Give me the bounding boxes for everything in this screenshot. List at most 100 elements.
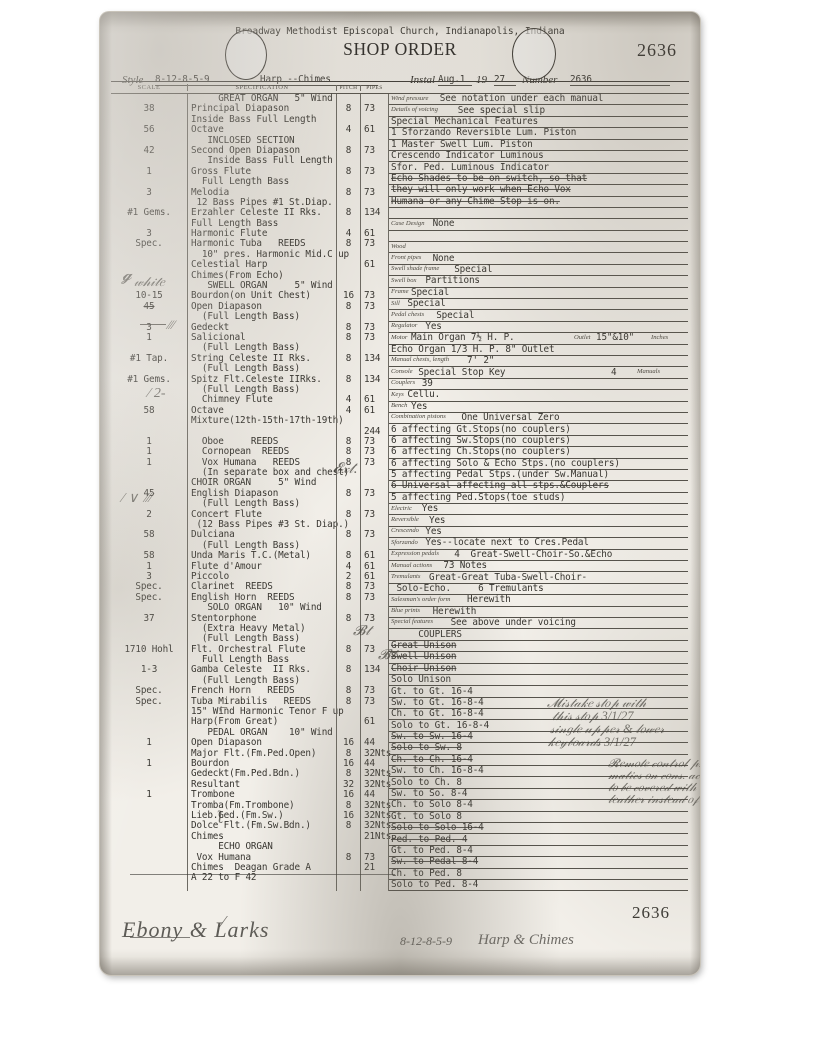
detail-value[interactable]: 6 Universal affecting all stps.&Couplers: [391, 480, 609, 492]
table-row: 73: [361, 291, 388, 302]
detail-value[interactable]: 39: [421, 377, 433, 389]
detail-value[interactable]: Great Unison: [391, 639, 457, 651]
detail-row: Echo Shades to be on switch, so that: [389, 172, 688, 186]
detail-value[interactable]: Sfor. Ped. Luminous Indicator: [391, 161, 549, 173]
detail-label: Expression pedals: [391, 550, 439, 558]
detail-value[interactable]: Special: [407, 298, 446, 310]
stop-row-pitch: 2: [345, 570, 352, 582]
detail-value[interactable]: Special: [454, 264, 493, 276]
console-manual-count[interactable]: 4: [611, 366, 617, 378]
detail-value[interactable]: 73 Notes: [443, 560, 487, 572]
detail-value[interactable]: Choir Unison: [391, 662, 457, 674]
detail-value[interactable]: Solo Unison: [391, 674, 451, 686]
detail-value[interactable]: Ch. to Ped. 8: [391, 867, 462, 879]
detail-value[interactable]: Solo to Ped. 8-4: [391, 879, 479, 891]
detail-value[interactable]: 5 affecting Ped.Stops(toe studs): [391, 491, 566, 503]
detail-value[interactable]: Solo-Echo. 6 Tremulants: [391, 582, 544, 594]
detail-value[interactable]: Gt. to Gt. 16-4: [391, 685, 473, 697]
detail-value[interactable]: COUPLERS: [391, 628, 462, 640]
detail-value[interactable]: 6 affecting Sw.Stops(no couplers): [391, 434, 571, 446]
detail-row: Console Special Stop Key 4 Manuals: [389, 366, 688, 379]
detail-value[interactable]: Sw. to Sw. 16-4: [391, 731, 473, 743]
detail-value[interactable]: Special Stop Key: [418, 366, 506, 378]
table-row: [111, 717, 187, 727]
detail-value[interactable]: Solo to Solo 16-4: [391, 822, 484, 834]
number-value[interactable]: 2636: [570, 74, 670, 86]
detail-value[interactable]: Ch. to Ch. 16-4: [391, 753, 473, 765]
detail-value[interactable]: Humana or any Chime Stop is on.: [391, 195, 560, 207]
detail-value[interactable]: Swell Unison: [391, 651, 457, 663]
table-row: 32Nts: [361, 768, 391, 779]
detail-value[interactable]: Partitions: [425, 275, 480, 287]
detail-value[interactable]: 6 affecting Gt.Stops(no couplers): [391, 423, 571, 435]
detail-value[interactable]: Yes: [421, 503, 439, 515]
stop-row-spec: Unda Maris T.C.(Metal): [191, 550, 311, 562]
stop-row-spec: Octave: [191, 404, 224, 416]
table-row: 8: [337, 166, 360, 177]
detail-value[interactable]: Echo Shades to be on switch, so that: [391, 172, 588, 184]
detail-row: Solo Unison: [389, 674, 688, 687]
detail-row: 5 affecting Pedal Stps.(under Sw.Manual): [389, 469, 688, 482]
detail-value[interactable]: Yes: [411, 400, 428, 412]
detail-label: Front pipes: [391, 253, 422, 261]
detail-value[interactable]: 6 affecting Ch.Stops(no couplers): [391, 446, 571, 458]
detail-value[interactable]: Yes--locate next to Cres.Pedal: [425, 537, 589, 549]
detail-value[interactable]: Herewith: [467, 594, 511, 606]
style-value[interactable]: 8-12-8-5-9: [155, 74, 295, 86]
detail-value[interactable]: Sw. to So. 8-4: [391, 788, 468, 800]
detail-row: Regulator Yes: [389, 321, 688, 334]
detail-value[interactable]: Great-Great Tuba-Swell-Choir-: [429, 571, 587, 583]
detail-row: Manual chests, length 7' 2": [389, 355, 688, 368]
style-extra[interactable]: Harp --Chimes: [260, 74, 378, 86]
detail-value[interactable]: Ch. to Gt. 16-8-4: [391, 708, 484, 720]
table-row: [361, 177, 388, 187]
detail-value[interactable]: Solo to Sw. 8: [391, 742, 462, 754]
detail-value[interactable]: Crescendo Indicator Luminous: [391, 150, 544, 162]
detail-value[interactable]: Solo to Gt. 16-8-4: [391, 719, 490, 731]
detail-row: COUPLERS: [389, 628, 688, 641]
detail-value[interactable]: Yes: [429, 514, 446, 526]
detail-value[interactable]: Cellu.: [407, 389, 441, 401]
detail-value[interactable]: Sw. to Gt. 16-8-4: [391, 696, 484, 708]
detail-row: Expression pedals 4 Great-Swell-Choir-So.…: [389, 548, 688, 562]
table-row: Spec.: [111, 685, 187, 696]
pipes-column: 73 61 73 73 73 134 61 73 61 73 73 73 73 134 134 61 61 244…: [360, 94, 397, 892]
detail-value[interactable]: 1 Sforzando Reversible Lum. Piston: [391, 127, 577, 139]
detail-value[interactable]: Main Organ 7½ H. P.: [411, 332, 515, 344]
detail-value[interactable]: Special: [411, 286, 450, 298]
detail-value[interactable]: Special: [436, 309, 475, 321]
detail-value[interactable]: See notation under each manual: [439, 93, 604, 105]
detail-value[interactable]: See above under voicing: [450, 617, 576, 629]
detail-value[interactable]: Herewith: [432, 605, 477, 617]
detail-value[interactable]: Solo to Ch. 8: [391, 776, 462, 788]
table-row: 73: [361, 332, 388, 343]
detail-value[interactable]: Yes: [425, 321, 442, 332]
detail-value[interactable]: 7' 2": [467, 355, 495, 367]
table-row: Harmonic Flute: [188, 228, 336, 239]
stop-row-spec: Gamba Celeste II Rks.: [191, 664, 311, 676]
detail-value[interactable]: they will only work when Echo Vox: [391, 184, 571, 196]
detail-value[interactable]: Yes: [425, 526, 442, 538]
detail-value[interactable]: Sw. to Ch. 16-8-4: [391, 765, 484, 777]
detail-value[interactable]: Ch. to Solo 8-4: [391, 799, 473, 811]
detail-value[interactable]: 6 affecting Solo & Echo Stps.(no coupler…: [391, 457, 620, 469]
detail-value[interactable]: 5 affecting Pedal Stps.(under Sw.Manual): [391, 469, 609, 481]
stop-row-spec: English Horn REEDS: [191, 591, 295, 603]
detail-value[interactable]: See special slip: [457, 104, 545, 116]
table-row: 73: [361, 696, 388, 707]
table-row: 73: [361, 852, 388, 863]
detail-value[interactable]: None: [432, 252, 455, 264]
install-date[interactable]: Aug.1: [438, 74, 472, 86]
year-value[interactable]: 27: [494, 74, 516, 86]
detail-value[interactable]: Gt. to Solo 8: [391, 810, 462, 822]
detail-value[interactable]: 4 Great-Swell-Choir-So.&Echo: [454, 548, 613, 560]
detail-value[interactable]: One Universal Zero: [461, 412, 560, 424]
detail-value[interactable]: None: [432, 218, 455, 230]
motor-outlet-value[interactable]: 15"&10": [596, 332, 635, 344]
detail-value[interactable]: Echo Organ 1/3 H. P. 8" Outlet: [391, 343, 555, 355]
detail-value[interactable]: Ped. to Ped. 4: [391, 833, 468, 845]
detail-value[interactable]: Special Mechanical Features: [391, 115, 539, 127]
detail-value[interactable]: Sw. to Pedal 8-4: [391, 856, 479, 868]
detail-value[interactable]: Gt. to Ped. 8-4: [391, 844, 473, 856]
detail-value[interactable]: 1 Master Swell Lum. Piston: [391, 138, 533, 150]
